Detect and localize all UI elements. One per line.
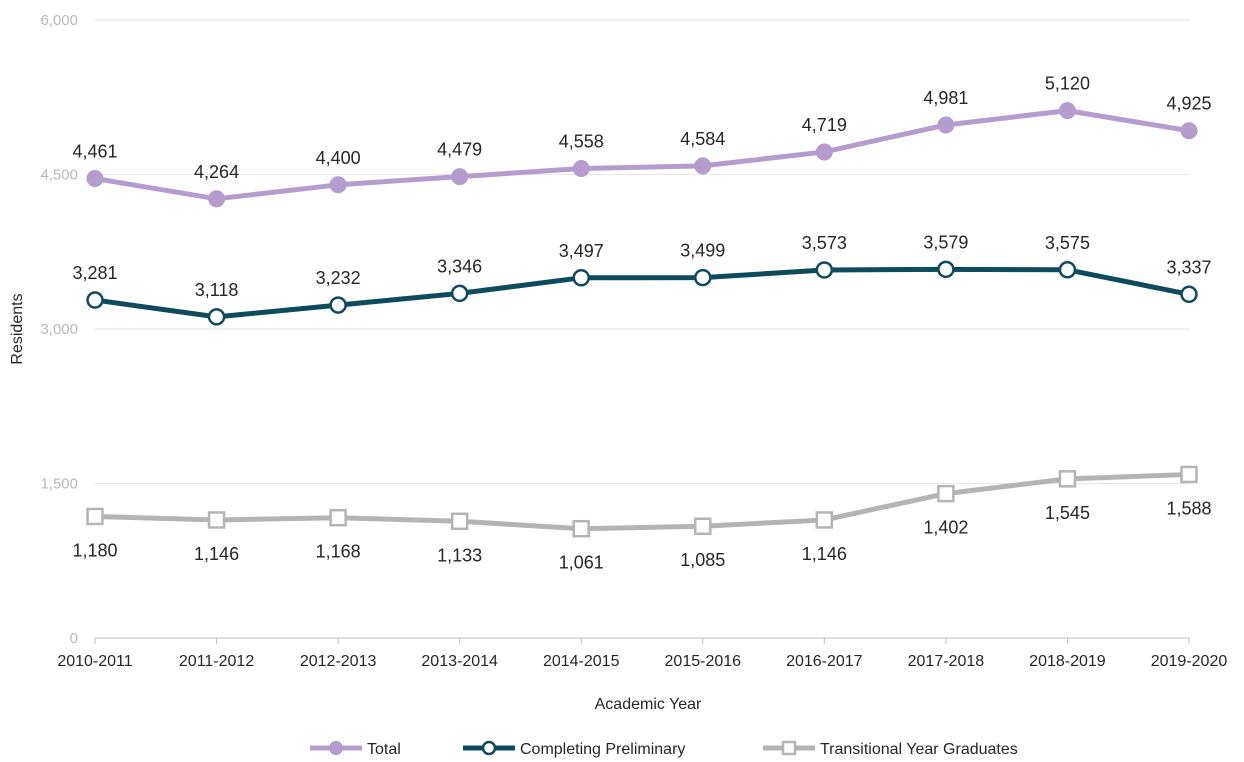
data-point <box>937 260 955 279</box>
data-point <box>1058 470 1077 488</box>
y-axis-title: Residents <box>9 293 26 364</box>
data-label: 3,346 <box>437 256 482 276</box>
data-point <box>329 508 347 527</box>
x-tick-label: 2019-2020 <box>1151 653 1228 670</box>
data-point <box>207 308 226 326</box>
data-label: 1,085 <box>680 550 725 570</box>
data-label: 1,180 <box>72 540 117 560</box>
series-layer: 4,461 4,264 4,400 4,479 4,558 4,584 4,719 4,981… <box>72 74 1211 573</box>
data-point <box>208 190 226 208</box>
legend-label: Transitional Year Graduates <box>820 741 1018 758</box>
data-label: 4,584 <box>680 129 725 149</box>
data-label: 1,402 <box>923 518 968 538</box>
legend: Total Completing Preliminary Transitional … <box>310 740 1018 758</box>
data-label: 1,588 <box>1166 498 1211 518</box>
y-tick-label: 3,000 <box>40 321 78 338</box>
data-point <box>694 157 712 175</box>
data-point <box>1058 102 1076 120</box>
data-label: 3,579 <box>923 232 968 252</box>
data-label: 3,232 <box>316 268 361 288</box>
x-tick-label: 2016-2017 <box>786 653 863 670</box>
x-tick-label: 2015-2016 <box>665 653 742 670</box>
data-point <box>451 168 469 186</box>
data-point <box>815 143 833 161</box>
legend-item: Total <box>310 741 401 758</box>
series-total: 4,461 4,264 4,400 4,479 4,558 4,584 4,719 4,981… <box>72 74 1212 208</box>
x-tick-label: 2018-2019 <box>1029 653 1106 670</box>
data-point <box>1180 285 1198 304</box>
data-label: 3,337 <box>1166 257 1211 277</box>
series-line <box>92 471 1192 532</box>
x-tick-label: 2014-2015 <box>543 653 620 670</box>
legend-item: Transitional Year Graduates <box>763 740 1018 758</box>
gridlines <box>95 19 1190 484</box>
data-point <box>572 160 590 178</box>
x-tick-label: 2017-2018 <box>908 653 985 670</box>
data-label: 1,146 <box>194 544 239 564</box>
series-completing-preliminary: 3,281 3,118 3,232 3,346 3,497 3,499 3,573 3,579… <box>72 232 1212 326</box>
data-label: 1,133 <box>437 545 482 565</box>
legend-label: Total <box>367 741 401 758</box>
data-point <box>572 269 590 287</box>
x-tick-label: 2010-2011 <box>57 653 132 670</box>
legend-item: Completing Preliminary <box>463 740 685 758</box>
data-point <box>329 296 347 314</box>
data-point <box>450 512 469 531</box>
data-point <box>86 507 104 526</box>
data-point <box>329 741 343 755</box>
y-tick-label: 0 <box>70 630 78 647</box>
data-point <box>815 511 834 529</box>
data-point <box>1058 261 1077 279</box>
data-label: 4,925 <box>1166 94 1211 114</box>
data-label: 3,573 <box>802 233 847 253</box>
data-label: 3,497 <box>559 241 604 261</box>
data-label: 1,146 <box>802 544 847 564</box>
data-point <box>572 519 590 538</box>
data-label: 5,120 <box>1045 74 1090 94</box>
data-label: 4,264 <box>194 162 239 182</box>
data-label: 4,479 <box>437 140 482 160</box>
legend-label: Completing Preliminary <box>520 741 685 758</box>
data-point <box>694 268 712 287</box>
data-point <box>86 291 104 309</box>
data-label: 3,575 <box>1045 233 1090 253</box>
x-axis-title: Academic Year <box>595 696 702 713</box>
x-axis: 2010-2011 2011-2012 2012-2013 2013-2014 2014… <box>57 637 1228 670</box>
data-label: 3,118 <box>195 280 239 300</box>
data-point <box>450 284 469 303</box>
y-tick-label: 4,500 <box>40 167 78 184</box>
data-point <box>481 740 497 756</box>
x-tick-label: 2011-2012 <box>179 653 254 670</box>
data-label: 3,281 <box>72 263 117 283</box>
y-tick-label: 6,000 <box>40 12 78 29</box>
x-tick-label: 2012-2013 <box>300 653 377 670</box>
data-label: 1,168 <box>316 542 361 562</box>
data-point <box>329 176 347 194</box>
data-point <box>937 116 955 134</box>
y-tick-label: 1,500 <box>40 476 78 493</box>
data-label: 1,061 <box>559 553 604 573</box>
data-label: 4,400 <box>316 148 361 168</box>
data-point <box>86 170 104 188</box>
data-point <box>781 740 797 756</box>
data-point <box>815 261 834 279</box>
data-label: 4,558 <box>559 132 604 152</box>
data-point <box>937 484 955 503</box>
data-label: 1,545 <box>1045 503 1090 523</box>
data-point <box>1180 465 1198 484</box>
data-label: 4,461 <box>72 142 117 162</box>
data-point <box>207 511 226 529</box>
data-point <box>1180 122 1198 140</box>
data-point <box>694 517 712 535</box>
series-transitional-year-graduates: 1,180 1,146 1,168 1,133 1,061 1,085 1,146 1,402… <box>72 465 1212 573</box>
data-label: 4,719 <box>802 115 847 135</box>
series-line <box>92 266 1192 320</box>
x-tick-label: 2013-2014 <box>421 653 498 670</box>
y-axis-ticks: 0 1,500 3,000 4,500 6,000 <box>40 12 78 647</box>
series-line <box>92 108 1192 202</box>
data-label: 3,499 <box>680 241 725 261</box>
data-label: 4,981 <box>923 88 968 108</box>
